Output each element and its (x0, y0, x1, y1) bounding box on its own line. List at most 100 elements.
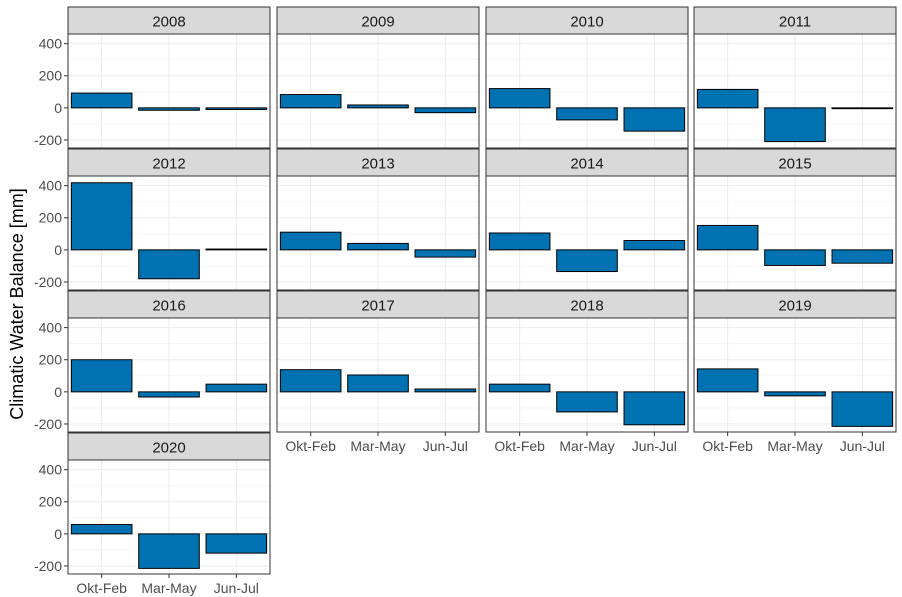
y-tick-label: -200 (34, 132, 62, 148)
y-tick-label: 400 (39, 462, 63, 478)
panel-title: 2015 (778, 156, 811, 173)
bar-Jun-Jul (623, 240, 686, 251)
strip-background (485, 148, 689, 177)
panel-2016: 2016 -200 0 200 400 (34, 290, 271, 433)
y-tick-label: 0 (54, 384, 62, 400)
x-tick-label: Jun-Jul (214, 580, 259, 596)
bar-Jun-Jul (623, 391, 686, 426)
bar-Mar-May (764, 391, 826, 397)
panel-title: 2011 (779, 14, 811, 31)
bar-Jun-Jul (205, 248, 268, 251)
panel-border (276, 33, 480, 149)
y-tick-label: 400 (39, 320, 63, 336)
panel-border (485, 175, 689, 291)
panel-title: 2012 (152, 156, 185, 173)
strip-background (693, 290, 897, 319)
panel-2019: 2019 Okt-Feb Mar-May Jun-Jul (693, 290, 897, 454)
strip-background (67, 148, 271, 177)
bar-Mar-May (347, 242, 409, 251)
y-axis-title: Climatic Water Balance [mm] (7, 188, 27, 419)
panel-title: 2013 (361, 156, 394, 173)
panel-title: 2017 (361, 298, 394, 315)
bar-Okt-Feb (488, 232, 551, 251)
y-tick-label: -200 (34, 558, 62, 574)
panel-border (67, 33, 271, 149)
panel-title: 2019 (778, 298, 811, 315)
bar-Jun-Jul (414, 107, 477, 114)
bar-Jun-Jul (831, 107, 894, 110)
bar-Jun-Jul (205, 383, 268, 393)
bar-Mar-May (556, 249, 618, 273)
panel-title: 2018 (570, 298, 603, 315)
strip-background (276, 148, 480, 177)
panel-2013: 2013 (276, 148, 480, 291)
x-tick-label: Okt-Feb (494, 438, 545, 454)
panel-title: 2010 (570, 14, 603, 31)
bar-Okt-Feb (70, 92, 133, 109)
x-tick-label: Mar-May (767, 438, 822, 454)
panel-title: 2009 (361, 14, 394, 31)
x-tick-label: Okt-Feb (76, 580, 127, 596)
x-tick-label: Mar-May (559, 438, 614, 454)
strip-background (693, 148, 897, 177)
bar-Mar-May (347, 104, 409, 109)
y-tick-label: 0 (54, 242, 62, 258)
bar-Jun-Jul (414, 249, 477, 258)
panel-border (276, 175, 480, 291)
panel-border (693, 175, 897, 291)
panel-2008: 2008 -200 0 200 400 (34, 6, 271, 149)
bar-Okt-Feb (279, 369, 342, 393)
strip-background (67, 6, 271, 35)
bar-Jun-Jul (623, 107, 686, 132)
y-tick-label: 400 (39, 178, 63, 194)
bar-Mar-May (138, 107, 200, 111)
x-tick-label: Jun-Jul (840, 438, 885, 454)
panel-2018: 2018 Okt-Feb Mar-May Jun-Jul (485, 290, 689, 454)
bar-Jun-Jul (205, 107, 268, 110)
bar-Mar-May (556, 107, 618, 121)
strip-background (67, 432, 271, 461)
bar-Okt-Feb (696, 224, 759, 251)
y-tick-label: 200 (39, 494, 63, 510)
y-tick-label: 200 (39, 68, 63, 84)
bar-Jun-Jul (831, 391, 894, 427)
x-tick-label: Jun-Jul (423, 438, 468, 454)
x-tick-label: Okt-Feb (702, 438, 753, 454)
panel-border (693, 33, 897, 149)
panel-2009: 2009 (276, 6, 480, 149)
bar-Okt-Feb (488, 88, 551, 109)
bar-Mar-May (138, 249, 200, 280)
bar-Mar-May (764, 107, 826, 143)
bar-Okt-Feb (279, 94, 342, 109)
x-tick-label: Mar-May (141, 580, 196, 596)
y-tick-label: 0 (54, 100, 62, 116)
panel-border (67, 317, 271, 433)
bar-Jun-Jul (205, 533, 268, 554)
bar-Mar-May (138, 391, 200, 398)
y-tick-label: -200 (34, 416, 62, 432)
x-tick-label: Okt-Feb (285, 438, 336, 454)
panel-2020: 2020 -200 0 200 400 Okt-Feb Mar-May Jun-Jul (34, 432, 271, 596)
x-tick-label: Jun-Jul (632, 438, 677, 454)
panel-2014: 2014 (485, 148, 689, 291)
panel-2012: 2012 -200 0 200 400 (34, 148, 271, 291)
y-tick-label: 400 (39, 36, 63, 52)
panel-border (67, 175, 271, 291)
bar-Mar-May (138, 533, 200, 569)
panel-2011: 2011 (693, 6, 897, 149)
y-tick-label: 200 (39, 352, 63, 368)
bar-Okt-Feb (696, 368, 759, 393)
y-tick-label: 200 (39, 210, 63, 226)
y-tick-label: 0 (54, 526, 62, 542)
bar-Okt-Feb (279, 231, 342, 251)
strip-background (485, 290, 689, 319)
bar-Okt-Feb (70, 182, 133, 251)
bar-Jun-Jul (414, 388, 477, 393)
panel-2015: 2015 (693, 148, 897, 291)
panel-border (485, 33, 689, 149)
bar-Mar-May (556, 391, 618, 413)
bar-Mar-May (764, 249, 826, 266)
y-tick-label: -200 (34, 274, 62, 290)
